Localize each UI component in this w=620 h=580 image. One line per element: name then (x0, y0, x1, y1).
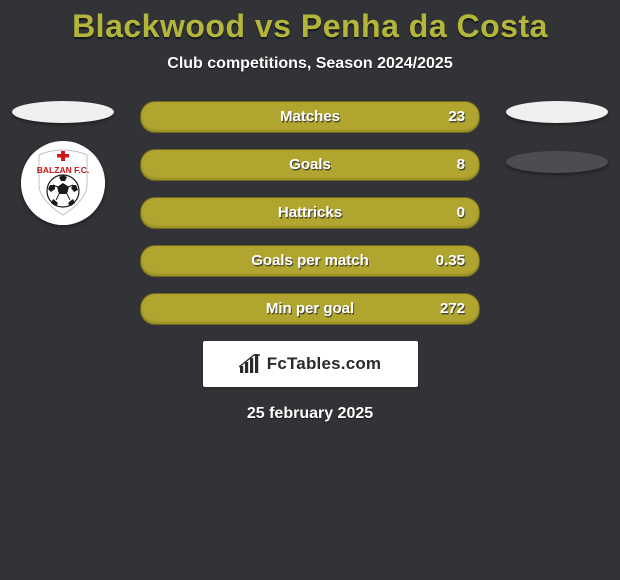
brand-badge: FcTables.com (203, 341, 418, 387)
stat-label: Min per goal (141, 294, 479, 324)
stat-row-matches: Matches 23 (140, 101, 480, 133)
barchart-icon (239, 354, 261, 374)
stat-rows: Matches 23 Goals 8 Hattricks 0 Goals per… (140, 101, 480, 325)
left-column: BALZAN F.C. (8, 101, 118, 225)
stat-value: 0 (457, 198, 465, 228)
stat-label: Hattricks (141, 198, 479, 228)
content-area: BALZAN F.C. (0, 101, 620, 423)
infographic-card: Blackwood vs Penha da Costa Club competi… (0, 0, 620, 580)
stat-value: 23 (448, 102, 465, 132)
stat-row-mpg: Min per goal 272 (140, 293, 480, 325)
left-flag-icon (12, 101, 114, 123)
right-flag2-icon (506, 151, 608, 173)
date-text: 25 february 2025 (0, 405, 620, 423)
stat-label: Matches (141, 102, 479, 132)
stat-label: Goals (141, 150, 479, 180)
left-club-logo: BALZAN F.C. (21, 141, 105, 225)
stat-row-hattricks: Hattricks 0 (140, 197, 480, 229)
stat-value: 272 (440, 294, 465, 324)
stat-value: 8 (457, 150, 465, 180)
right-column (502, 101, 612, 185)
stat-value: 0.35 (436, 246, 465, 276)
brand-text: FcTables.com (267, 354, 382, 374)
subtitle: Club competitions, Season 2024/2025 (0, 55, 620, 73)
right-flag1-icon (506, 101, 608, 123)
stat-row-goals: Goals 8 (140, 149, 480, 181)
stat-label: Goals per match (141, 246, 479, 276)
page-title: Blackwood vs Penha da Costa (0, 0, 620, 45)
club-name-text: BALZAN F.C. (37, 165, 89, 175)
stat-row-gpm: Goals per match 0.35 (140, 245, 480, 277)
